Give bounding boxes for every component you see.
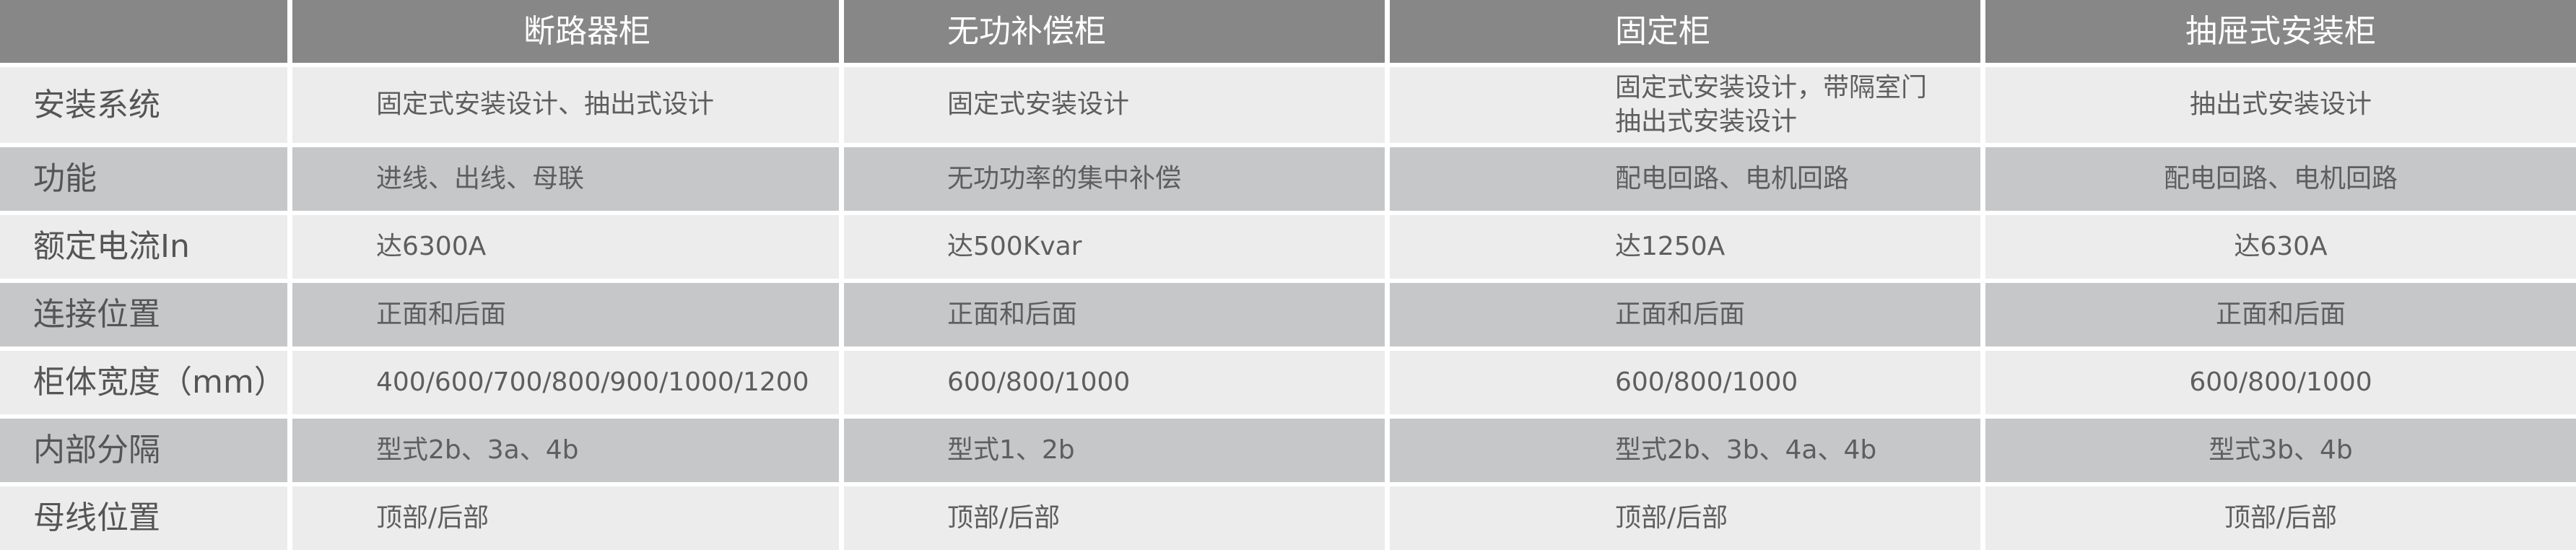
table-cell: 型式1、2b [844,419,1385,482]
table-cell: 抽出式安装设计 [1985,67,2576,143]
row-label: 母线位置 [0,486,287,550]
header-compensation-cabinet: 无功补偿柜 [844,0,1385,63]
table-cell: 配电回路、电机回路 [1985,147,2576,211]
row-label: 柜体宽度（mm） [0,351,287,414]
table-cell: 固定式安装设计，带隔室门 抽出式安装设计 [1390,67,1980,143]
table-cell: 达1250A [1390,215,1980,279]
row-label: 额定电流In [0,215,287,279]
cell-line: 抽出式安装设计 [1615,106,1798,136]
table-cell: 600/800/1000 [844,351,1385,414]
table-cell: 进线、出线、母联 [292,147,839,211]
cell-line: 固定式安装设计，带隔室门 [1615,72,1928,102]
row-label: 功能 [0,147,287,211]
table-cell: 顶部/后部 [292,486,839,550]
table-cell: 型式2b、3b、4a、4b [1390,419,1980,482]
header-breaker-cabinet: 断路器柜 [292,0,839,63]
table-cell: 正面和后面 [844,283,1385,346]
row-label: 内部分隔 [0,419,287,482]
table-cell: 正面和后面 [292,283,839,346]
table-cell: 600/800/1000 [1985,351,2576,414]
table-cell: 达6300A [292,215,839,279]
table-cell: 无功功率的集中补偿 [844,147,1385,211]
row-label: 连接位置 [0,283,287,346]
table-cell: 正面和后面 [1985,283,2576,346]
row-label: 安装系统 [0,67,287,143]
table-cell: 400/600/700/800/900/1000/1200 [292,351,839,414]
table-cell: 达500Kvar [844,215,1385,279]
table-cell: 正面和后面 [1390,283,1980,346]
table-cell: 达630A [1985,215,2576,279]
header-drawer-cabinet: 抽屉式安装柜 [1985,0,2576,63]
table-cell: 型式2b、3a、4b [292,419,839,482]
header-corner [0,0,287,63]
table-cell: 型式3b、4b [1985,419,2576,482]
table-cell: 顶部/后部 [1985,486,2576,550]
table-cell: 固定式安装设计、抽出式设计 [292,67,839,143]
table-cell: 600/800/1000 [1390,351,1980,414]
table-cell: 配电回路、电机回路 [1390,147,1980,211]
table-cell: 顶部/后部 [1390,486,1980,550]
table-cell: 顶部/后部 [844,486,1385,550]
table-cell: 固定式安装设计 [844,67,1385,143]
header-fixed-cabinet: 固定柜 [1390,0,1980,63]
